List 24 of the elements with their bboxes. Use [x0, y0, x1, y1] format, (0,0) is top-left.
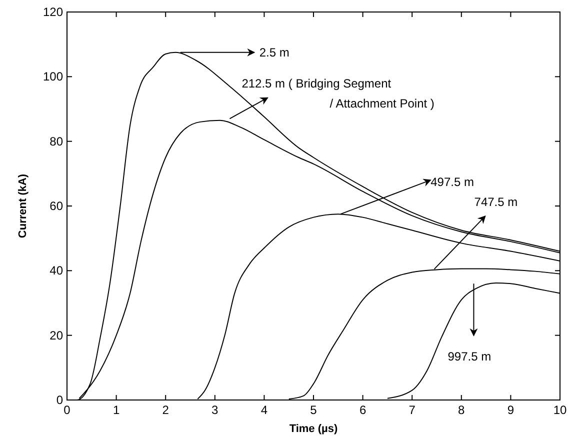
x-tick-label: 9	[507, 403, 514, 417]
x-tick-label: 4	[260, 403, 268, 417]
annotation: 497.5 m	[430, 175, 474, 190]
annotation: 2.5 m	[259, 45, 290, 60]
y-axis-title: Current (kA)	[17, 174, 29, 238]
y-tick-label: 80	[50, 134, 64, 148]
y-tick-label: 120	[42, 5, 64, 19]
x-tick-label: 6	[359, 403, 366, 417]
x-tick-label: 5	[310, 403, 318, 417]
x-tick-label: 7	[408, 403, 416, 417]
x-tick-label: 10	[553, 403, 567, 417]
y-tick-label: 0	[56, 393, 64, 407]
x-tick-label: 1	[112, 403, 120, 417]
annotation: 747.5 m	[474, 195, 518, 210]
y-tick-label: 20	[50, 328, 64, 342]
y-tick-label: 40	[50, 264, 64, 278]
x-tick-label: 3	[212, 403, 219, 417]
x-tick-label: 2	[162, 403, 170, 417]
annotation: 212.5 m ( Bridging Segment / Attachment Point )	[242, 76, 434, 111]
y-tick-label: 100	[42, 70, 64, 84]
annotation: 997.5 m	[448, 350, 492, 364]
x-axis-title: Time (µs)	[289, 423, 338, 435]
x-tick-label: 8	[458, 403, 466, 417]
y-tick-label: 60	[50, 199, 64, 213]
